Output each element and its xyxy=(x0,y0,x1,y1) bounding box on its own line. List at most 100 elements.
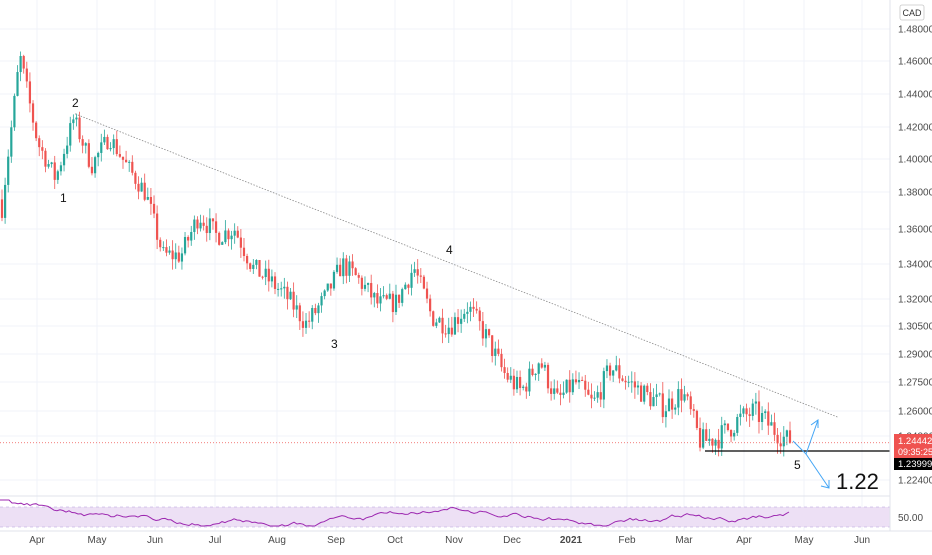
candle-body-up xyxy=(311,307,314,322)
candle-body-down xyxy=(106,136,109,150)
candle-body-down xyxy=(339,264,342,277)
candle-body-down xyxy=(624,380,627,383)
candle-body-down xyxy=(590,394,593,399)
candle-body-up xyxy=(283,286,286,289)
candle-body-down xyxy=(351,261,354,269)
x-tick-label: May xyxy=(88,535,107,546)
candle-body-down xyxy=(124,159,128,163)
candle-body-down xyxy=(491,335,494,356)
candle-body-down xyxy=(559,392,562,395)
candle-body-down xyxy=(456,317,460,324)
candle-body-up xyxy=(168,250,171,253)
candle-body-down xyxy=(608,365,612,376)
candle-body-down xyxy=(425,288,429,299)
time-axis: Apr May Jun Jul Aug Sep Oct Nov Dec 2021 Feb Mar Apr… xyxy=(29,535,870,546)
candle-body-up xyxy=(708,438,711,441)
candle-body-down xyxy=(500,353,503,368)
candle-body-up xyxy=(596,392,599,398)
candle-body-up xyxy=(764,411,767,414)
candle-body-down xyxy=(748,414,751,416)
candle-body-up xyxy=(382,295,385,297)
x-tick-label: Jun xyxy=(854,535,870,546)
candle-body-down xyxy=(31,103,35,123)
candle-body-down xyxy=(671,398,674,410)
candle-body-up xyxy=(733,432,736,437)
candle-body-down xyxy=(695,410,699,428)
candle-body-down xyxy=(273,276,277,289)
candle-body-down xyxy=(354,268,357,276)
candle-body-down xyxy=(22,56,25,69)
candle-body-up xyxy=(754,401,757,404)
x-tick-label: Aug xyxy=(268,535,286,546)
candle-body-down xyxy=(292,291,295,310)
candle-body-down xyxy=(584,380,587,390)
candle-body-up xyxy=(75,117,78,120)
candle-body-up xyxy=(332,271,336,289)
candle-body-down xyxy=(236,230,239,238)
support-price-text: 1.23999 xyxy=(898,459,932,470)
candle-body-up xyxy=(109,148,112,150)
x-tick-label: Apr xyxy=(29,535,45,546)
projection-target-label: 1.22 xyxy=(836,469,879,494)
candle-body-down xyxy=(370,283,373,298)
candle-body-up xyxy=(528,368,531,392)
candle-body-up xyxy=(782,436,785,447)
candle-body-up xyxy=(7,156,10,185)
candle-body-up xyxy=(593,397,596,399)
candle-body-down xyxy=(391,293,394,313)
candle-body-down xyxy=(581,379,584,381)
candle-body-down xyxy=(407,284,410,288)
candle-body-up xyxy=(112,139,115,149)
y-tick-label: 1.30500 xyxy=(898,322,932,333)
candle-body-down xyxy=(78,117,81,140)
candle-body-up xyxy=(295,305,298,310)
candle-body-down xyxy=(115,139,118,155)
candle-body-down xyxy=(711,438,714,446)
candle-body-down xyxy=(705,429,708,441)
candle-body-up xyxy=(543,364,547,368)
projection-up-arrowhead xyxy=(810,419,819,428)
candle-body-down xyxy=(757,401,761,422)
candle-body-down xyxy=(450,327,453,335)
rsi-level-label: 50.00 xyxy=(898,513,923,524)
candle-body-down xyxy=(159,239,162,248)
currency-badge: CAD xyxy=(899,4,925,21)
candle-body-up xyxy=(736,416,739,433)
price-axis: 1.48000 1.46000 1.44000 1.42000 1.40000 1.380… xyxy=(898,25,932,487)
candle-body-up xyxy=(93,157,97,174)
candle-body-up xyxy=(615,365,618,371)
candle-body-up xyxy=(612,370,615,376)
candle-body-down xyxy=(649,392,652,407)
y-tick-label: 1.22400 xyxy=(898,476,932,487)
candle-body-down xyxy=(314,307,317,314)
candle-body-down xyxy=(776,434,779,444)
y-tick-label: 1.40000 xyxy=(898,155,932,166)
candle-body-down xyxy=(398,294,401,303)
candle-body-down xyxy=(416,269,419,276)
candle-body-down xyxy=(518,376,522,388)
current-price-tag: 1.24442 09:35:25 xyxy=(894,434,932,458)
candle-body-down xyxy=(242,247,246,257)
candle-body-up xyxy=(193,219,196,232)
candle-body-down xyxy=(568,379,571,393)
candle-body-down xyxy=(512,375,515,390)
candle-body-up xyxy=(739,413,742,417)
x-tick-label: May xyxy=(795,535,814,546)
candle-body-down xyxy=(118,154,121,157)
current-price-text: 1.24442 xyxy=(898,436,932,447)
candle-body-down xyxy=(478,310,481,322)
wave-labels: 1 2 3 4 5 xyxy=(60,96,801,472)
candle-body-up xyxy=(66,145,69,154)
candle-body-up xyxy=(571,379,574,393)
candle-body-up xyxy=(674,407,677,410)
candle-body-down xyxy=(444,333,447,335)
candle-body-down xyxy=(525,386,528,392)
candle-body-up xyxy=(72,119,75,124)
candle-body-down xyxy=(0,199,4,218)
y-tick-label: 1.34000 xyxy=(898,260,932,271)
candle-body-up xyxy=(401,289,404,303)
candle-body-up xyxy=(466,311,469,314)
candle-body-down xyxy=(205,225,208,234)
candle-body-down xyxy=(618,365,621,379)
candle-body-up xyxy=(683,394,686,401)
